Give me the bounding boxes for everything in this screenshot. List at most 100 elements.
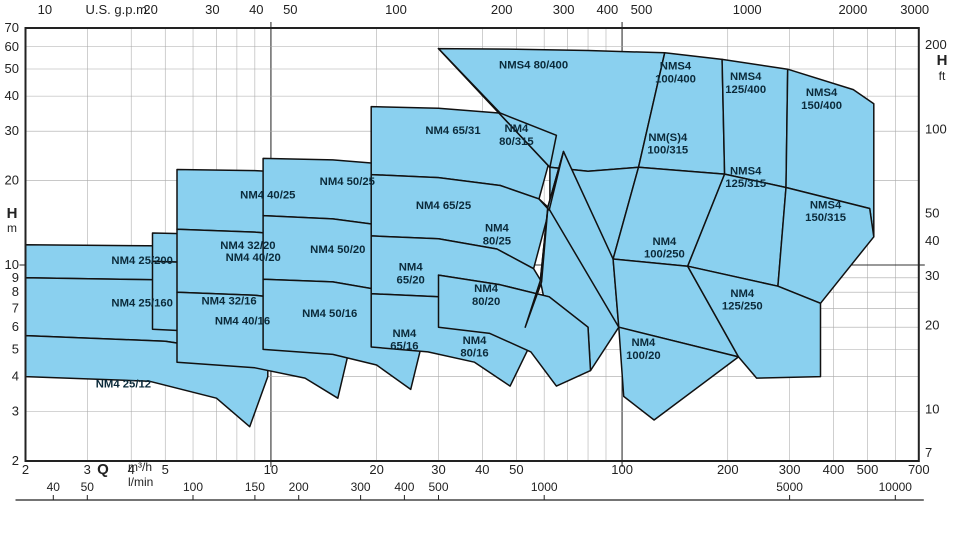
svg-text:9: 9 [12,270,19,285]
svg-text:NMS4: NMS4 [810,199,842,211]
svg-text:20: 20 [925,317,939,332]
svg-text:400: 400 [597,2,619,17]
svg-text:30: 30 [205,2,219,17]
svg-text:80/315: 80/315 [499,136,534,148]
svg-text:50: 50 [81,480,95,494]
svg-text:500: 500 [631,2,653,17]
svg-text:U.S. g.p.m.: U.S. g.p.m. [85,2,150,17]
svg-text:10: 10 [264,462,278,477]
svg-text:40: 40 [475,462,489,477]
svg-text:NM4: NM4 [399,262,424,274]
svg-text:10: 10 [925,402,939,417]
svg-text:65/20: 65/20 [397,274,425,286]
svg-text:100/20: 100/20 [626,350,661,362]
svg-text:40: 40 [5,88,19,103]
svg-text:Q: Q [97,461,109,478]
svg-text:100: 100 [183,480,203,494]
svg-text:50: 50 [925,206,939,221]
svg-text:300: 300 [351,480,371,494]
svg-text:NM4 50/25: NM4 50/25 [320,176,375,188]
svg-text:2: 2 [22,462,29,477]
svg-text:10: 10 [38,2,52,17]
svg-text:100: 100 [611,462,633,477]
svg-text:10: 10 [5,257,19,272]
svg-text:150: 150 [245,480,265,494]
svg-text:150/315: 150/315 [805,212,846,224]
svg-text:100: 100 [925,121,947,136]
svg-text:150/400: 150/400 [801,100,842,112]
svg-text:NM4 50/20: NM4 50/20 [310,244,365,256]
svg-text:3: 3 [12,404,19,419]
svg-text:200: 200 [925,37,947,52]
svg-text:m³/h: m³/h [128,460,152,474]
svg-text:7: 7 [925,445,932,460]
svg-text:NM(S)4: NM(S)4 [648,132,688,144]
svg-text:H: H [7,205,18,222]
svg-text:50: 50 [509,462,523,477]
svg-text:NM4 25/200: NM4 25/200 [111,255,173,267]
svg-text:3000: 3000 [900,2,929,17]
svg-text:500: 500 [428,480,448,494]
svg-text:NMS4: NMS4 [806,87,838,99]
svg-text:3: 3 [84,462,91,477]
svg-text:40: 40 [249,2,263,17]
svg-text:30: 30 [5,123,19,138]
svg-text:NM4 65/31: NM4 65/31 [425,125,480,137]
svg-text:NM4 32/16: NM4 32/16 [201,296,256,308]
svg-text:1000: 1000 [733,2,762,17]
svg-text:125/315: 125/315 [725,178,766,190]
svg-text:30: 30 [431,462,445,477]
svg-text:70: 70 [5,20,19,35]
svg-text:100: 100 [385,2,407,17]
svg-text:2: 2 [12,453,19,468]
svg-text:5: 5 [12,341,19,356]
svg-text:10000: 10000 [879,480,913,494]
svg-text:NM4: NM4 [730,288,755,300]
svg-text:100/250: 100/250 [644,249,685,261]
svg-text:NM4: NM4 [504,123,529,135]
svg-text:NMS4: NMS4 [660,60,692,72]
svg-text:50: 50 [283,2,297,17]
svg-text:NMS4: NMS4 [730,71,762,83]
svg-text:5000: 5000 [776,480,803,494]
svg-text:6: 6 [12,319,19,334]
svg-text:NM4 40/20: NM4 40/20 [226,252,281,264]
svg-text:200: 200 [289,480,309,494]
svg-text:200: 200 [717,462,739,477]
svg-text:100/315: 100/315 [647,145,688,157]
svg-text:NM4: NM4 [652,236,677,248]
svg-text:1000: 1000 [531,480,558,494]
svg-text:5: 5 [162,462,169,477]
svg-text:H: H [937,52,948,69]
svg-text:NM4: NM4 [474,283,499,295]
svg-text:8: 8 [12,284,19,299]
svg-text:100/400: 100/400 [655,73,696,85]
svg-text:30: 30 [925,268,939,283]
svg-text:7: 7 [12,300,19,315]
svg-text:40: 40 [47,480,61,494]
svg-text:NM4: NM4 [392,328,417,340]
svg-text:400: 400 [394,480,414,494]
svg-text:m: m [7,221,17,235]
svg-text:65/16: 65/16 [390,341,418,353]
svg-text:NM4 25/160: NM4 25/160 [111,297,173,309]
svg-text:20: 20 [5,173,19,188]
svg-text:40: 40 [925,233,939,248]
svg-text:NM4 40/25: NM4 40/25 [240,189,295,201]
svg-text:500: 500 [857,462,879,477]
svg-text:ft: ft [939,69,946,83]
svg-text:NM4 50/16: NM4 50/16 [302,308,357,320]
svg-text:l/min: l/min [128,475,153,489]
svg-text:300: 300 [779,462,801,477]
svg-text:50: 50 [5,61,19,76]
svg-text:300: 300 [553,2,575,17]
svg-text:NM4 32/20: NM4 32/20 [220,240,275,252]
svg-text:NM4: NM4 [463,335,488,347]
svg-text:NM4: NM4 [631,337,656,349]
svg-text:125/400: 125/400 [725,84,766,96]
svg-text:20: 20 [369,462,383,477]
svg-text:125/250: 125/250 [722,301,763,313]
svg-text:80/25: 80/25 [483,235,511,247]
svg-text:60: 60 [5,39,19,54]
svg-text:700: 700 [908,462,930,477]
